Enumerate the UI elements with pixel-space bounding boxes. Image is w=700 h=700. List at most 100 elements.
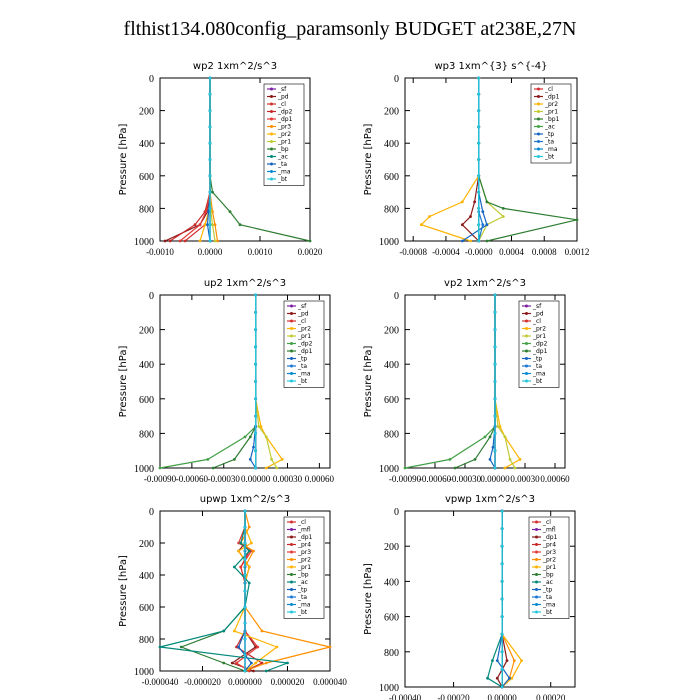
data-point <box>428 215 431 218</box>
legend-marker <box>525 372 528 375</box>
data-point <box>403 466 407 470</box>
x-tick-label: 0.0010 <box>248 247 273 257</box>
data-point <box>460 200 464 204</box>
data-point <box>503 435 507 439</box>
x-tick-label: 0.00020 <box>536 693 566 700</box>
legend-marker <box>290 610 293 614</box>
legend-label: _ta <box>297 363 307 370</box>
data-point <box>473 200 477 204</box>
legend-label: _sf <box>532 303 542 310</box>
data-point <box>247 549 251 553</box>
data-point <box>193 223 197 227</box>
data-point <box>178 239 182 243</box>
data-point <box>477 141 481 145</box>
data-point <box>247 581 251 585</box>
y-tick-label: 600 <box>139 395 154 406</box>
data-point <box>469 215 472 218</box>
data-point <box>477 92 481 96</box>
y-tick-label: 0 <box>394 507 399 518</box>
x-tick-label: -0.00040 <box>389 693 422 700</box>
legend-marker <box>535 558 538 561</box>
y-tick-label: 600 <box>384 613 399 624</box>
legend-label: _ta <box>532 363 542 370</box>
legend-marker <box>525 304 528 308</box>
data-point <box>500 597 504 601</box>
data-point <box>208 239 212 243</box>
data-point <box>500 562 504 566</box>
data-point <box>575 218 579 222</box>
legend-marker <box>537 132 540 136</box>
data-point <box>206 223 209 227</box>
data-point <box>477 239 481 243</box>
chart-title: wp3 1xm^{3} s^{-4} <box>434 61 547 72</box>
legend: _sf_pd_cl_dp2_dp1_pr3_pr2_pr1_bp_ac_ta_m… <box>263 83 305 186</box>
y-tick-label: 400 <box>384 360 399 371</box>
legend-label: _tp <box>544 131 554 138</box>
legend-label: _tp <box>532 356 542 363</box>
data-point <box>254 362 258 366</box>
data-point <box>256 645 260 649</box>
data-point <box>477 207 481 210</box>
data-point <box>500 615 504 618</box>
data-point <box>500 580 504 583</box>
legend-label: _ac <box>544 124 555 131</box>
legend-label: _pr2 <box>532 326 546 333</box>
y-tick-label: 1000 <box>379 237 399 248</box>
x-tick-label: 0.00060 <box>305 474 335 484</box>
legend-marker <box>537 140 540 143</box>
data-point <box>493 466 497 470</box>
legend-label: _pr2 <box>297 326 311 333</box>
legend-marker <box>525 349 528 353</box>
legend: _cl_dp1_pr2_pr1_bp1_ac_tp_ta_ma_bt <box>530 83 572 164</box>
data-point <box>473 457 477 461</box>
data-point <box>208 207 212 210</box>
legend-marker <box>535 603 538 606</box>
y-tick-label: 400 <box>139 360 154 371</box>
series-line-dp1 <box>179 78 211 242</box>
data-point <box>243 525 247 529</box>
legend-label: _bt <box>532 378 543 385</box>
x-tick-label: 0.00030 <box>510 474 540 484</box>
legend-label: _cl <box>544 86 553 93</box>
legend-label: _pr3 <box>297 549 311 556</box>
data-point <box>495 659 499 662</box>
legend-label: _bp <box>297 572 309 579</box>
x-tick-label: 0.0000 <box>198 247 223 257</box>
legend-marker <box>525 312 528 315</box>
legend-marker <box>290 379 293 383</box>
legend-marker <box>270 177 273 181</box>
data-point <box>207 210 210 214</box>
legend-label: _pr1 <box>532 333 546 340</box>
y-tick-label: 200 <box>139 107 154 118</box>
y-tick-label: 0 <box>149 291 154 302</box>
legend-marker <box>535 535 538 539</box>
legend-marker <box>535 580 538 584</box>
data-point <box>501 215 505 218</box>
data-point <box>239 565 243 569</box>
data-point <box>208 109 212 112</box>
legend: _sf_pd_cl_pr2_pr1_dp2_dp1_tp_ta_ma_bt <box>518 300 560 388</box>
data-point <box>493 380 497 383</box>
y-tick-label: 400 <box>139 571 154 582</box>
y-axis-label: Pressure [hPa] <box>118 555 129 627</box>
legend-marker <box>270 110 273 113</box>
chart-panel-6: vpwp 1xm^2/s^3 Pressure [hPa] 0 200 400 600 80… <box>363 494 576 700</box>
x-tick-label: -0.00020 <box>437 693 470 700</box>
data-point <box>481 210 485 214</box>
data-point <box>495 676 499 680</box>
data-point <box>518 457 522 461</box>
data-point <box>239 541 243 545</box>
legend-marker <box>537 110 540 113</box>
data-point <box>513 466 517 470</box>
legend-marker <box>270 117 273 121</box>
legend: _cl_mfl_dp1_pr4_pr3_pr2_pr1_bp_ac_tp_ta_… <box>283 516 325 619</box>
data-point <box>198 239 202 243</box>
y-tick-label: 600 <box>139 603 154 614</box>
legend-label: _pd <box>277 94 289 101</box>
legend-label: _ac <box>277 154 288 161</box>
legend-label: _cl <box>297 318 306 325</box>
data-point <box>228 210 232 214</box>
data-point <box>493 310 497 314</box>
data-point <box>213 239 217 243</box>
legend-label: _ac <box>542 579 553 586</box>
